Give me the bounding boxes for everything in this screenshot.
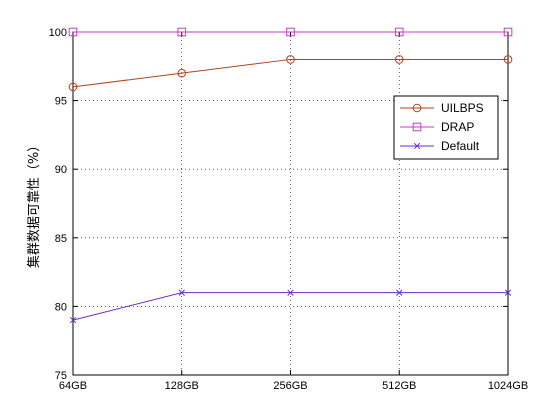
series-default-point	[69, 316, 77, 324]
x-tick-label: 64GB	[59, 380, 87, 392]
series-default-point	[178, 289, 185, 296]
series-default	[69, 289, 512, 324]
series-default-point	[504, 289, 512, 296]
x-tick-label: 1024GB	[488, 380, 528, 392]
series-drap-point	[68, 27, 78, 37]
legend-drap-label: DRAP	[441, 120, 474, 134]
axis-ticks: 75 80 85 90 95 100 64GB 128GB 256GB 512GB 1024GB	[49, 27, 529, 392]
grid	[73, 32, 508, 375]
series-uilbps-line	[72, 58, 508, 88]
y-tick-label: 75	[55, 370, 67, 382]
legend-default-marker	[413, 142, 421, 150]
x-tick-label: 256GB	[273, 380, 307, 392]
x-tick-label: 128GB	[165, 380, 199, 392]
series-drap-point	[286, 27, 295, 37]
series-uilbps-point	[68, 82, 78, 92]
legend-drap-marker	[412, 122, 422, 132]
y-tick-label: 90	[55, 164, 67, 176]
legend: UILBPS DRAP Default	[393, 95, 499, 160]
series-drap-point	[177, 27, 187, 37]
series-uilbps	[68, 55, 513, 92]
series-uilbps-point	[286, 55, 295, 64]
y-axis-label: 集群数据可靠性（%）	[26, 139, 42, 268]
series-uilbps-point	[503, 55, 513, 64]
series-group	[68, 27, 513, 324]
series-drap	[68, 27, 513, 37]
legend-default-label: Default	[441, 139, 480, 153]
y-tick-label: 80	[55, 301, 67, 313]
y-tick-label: 85	[55, 233, 67, 245]
plot-frame	[72, 31, 509, 376]
series-uilbps-point	[177, 68, 187, 78]
series-uilbps-point	[394, 55, 404, 64]
legend-uilbps-label: UILBPS	[441, 101, 484, 115]
series-drap-point	[503, 27, 513, 37]
y-tick-label: 100	[49, 27, 67, 39]
legend-uilbps-marker	[412, 103, 422, 113]
x-tick-label: 512GB	[382, 380, 416, 392]
series-default-point	[287, 289, 294, 296]
series-drap-point	[394, 27, 404, 37]
series-default-point	[396, 289, 403, 296]
y-tick-label: 95	[55, 96, 67, 108]
